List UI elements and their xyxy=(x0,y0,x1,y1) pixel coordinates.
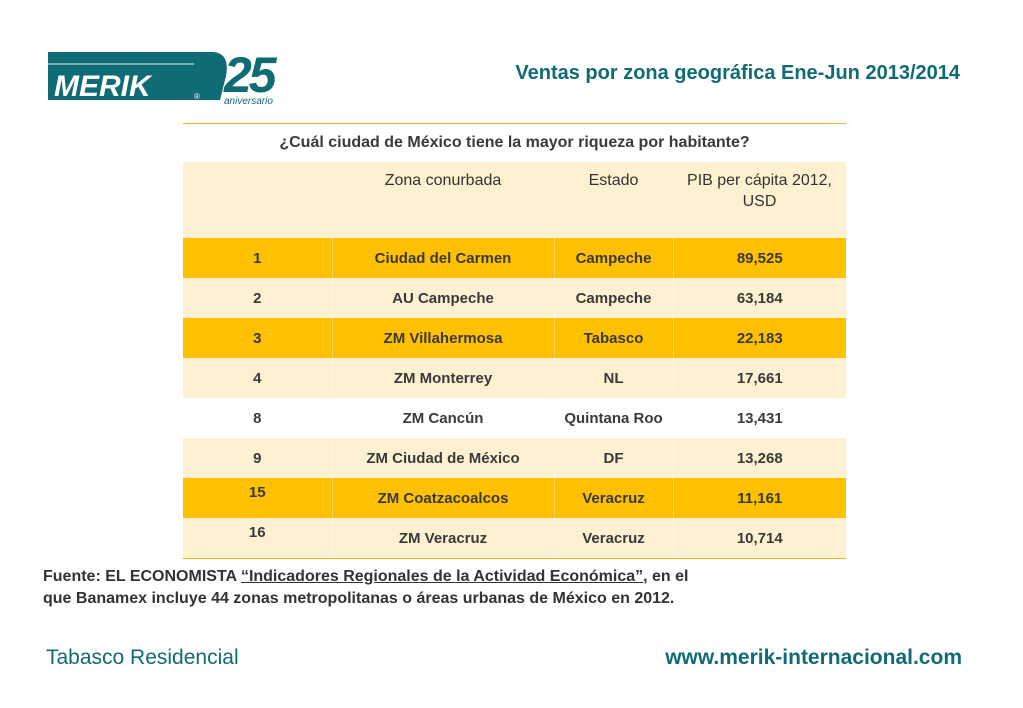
table-row: 16 ZM Veracruz Veracruz 10,714 xyxy=(183,518,847,559)
rank-cell: 15 xyxy=(183,478,333,518)
rank-cell: 2 xyxy=(183,278,333,318)
zona-cell: ZM Monterrey xyxy=(332,358,555,398)
table-row: 8 ZM Cancún Quintana Roo 13,431 xyxy=(183,398,847,438)
pib-cell: 13,431 xyxy=(673,398,847,438)
estado-cell: Campeche xyxy=(554,278,674,318)
logo-brand-text: MERIK xyxy=(54,70,153,103)
pib-cell: 89,525 xyxy=(673,238,847,278)
source-prefix: Fuente: EL ECONOMISTA xyxy=(43,568,241,585)
footer-website-link[interactable]: www.merik-internacional.com xyxy=(665,646,962,669)
page-title: Ventas por zona geográfica Ene-Jun 2013/… xyxy=(515,62,960,84)
zona-cell: AU Campeche xyxy=(332,278,555,318)
estado-cell: Tabasco xyxy=(554,318,674,358)
source-note: Fuente: EL ECONOMISTA “Indicadores Regio… xyxy=(43,566,703,610)
estado-cell: NL xyxy=(554,358,674,398)
zona-cell: ZM Ciudad de México xyxy=(332,438,555,478)
table-row: 9 ZM Ciudad de México DF 13,268 xyxy=(183,438,847,478)
merik-25-aniversario-logo: MERIK ® 25 aniversario xyxy=(44,44,294,108)
zona-cell: Ciudad del Carmen xyxy=(332,238,555,278)
zona-cell: ZM Villahermosa xyxy=(332,318,555,358)
pib-cell: 13,268 xyxy=(673,438,847,478)
estado-cell: Veracruz xyxy=(554,518,674,559)
estado-cell: Veracruz xyxy=(554,478,674,518)
gdp-ranking-table-container: ¿Cuál ciudad de México tiene la mayor ri… xyxy=(183,123,847,559)
logo-anniversary-word: aniversario xyxy=(224,96,273,107)
estado-cell: Campeche xyxy=(554,238,674,278)
logo-anniversary-number: 25 xyxy=(223,47,278,103)
table-row: 15 ZM Coatzacoalcos Veracruz 11,161 xyxy=(183,478,847,518)
pib-cell: 63,184 xyxy=(673,278,847,318)
table-caption: ¿Cuál ciudad de México tiene la mayor ri… xyxy=(183,123,847,162)
header-zona-conurbada: Zona conurbada xyxy=(332,162,554,238)
footer-company-name: Tabasco Residencial xyxy=(46,646,239,669)
pib-cell: 10,714 xyxy=(673,518,847,559)
header-estado: Estado xyxy=(554,162,673,238)
table-row: 1 Ciudad del Carmen Campeche 89,525 xyxy=(183,238,847,278)
table-caption-row: ¿Cuál ciudad de México tiene la mayor ri… xyxy=(183,123,847,162)
zona-cell: ZM Cancún xyxy=(332,398,555,438)
rank-cell: 4 xyxy=(183,358,333,398)
table-row: 2 AU Campeche Campeche 63,184 xyxy=(183,278,847,318)
rank-cell: 8 xyxy=(183,398,333,438)
rank-cell: 1 xyxy=(183,238,333,278)
pib-cell: 17,661 xyxy=(673,358,847,398)
pib-cell: 22,183 xyxy=(673,318,847,358)
rank-cell: 16 xyxy=(183,518,333,559)
table-row: 4 ZM Monterrey NL 17,661 xyxy=(183,358,847,398)
source-link[interactable]: “Indicadores Regionales de la Actividad … xyxy=(240,568,644,585)
gdp-ranking-table: ¿Cuál ciudad de México tiene la mayor ri… xyxy=(183,123,847,559)
zona-cell: ZM Coatzacoalcos xyxy=(332,478,555,518)
rank-cell: 3 xyxy=(183,318,333,358)
estado-cell: Quintana Roo xyxy=(554,398,674,438)
table-header-row: Zona conurbada Estado PIB per cápita 201… xyxy=(183,162,847,238)
table-row: 3 ZM Villahermosa Tabasco 22,183 xyxy=(183,318,847,358)
merik-logo-graphic: MERIK ® 25 aniversario xyxy=(48,47,281,107)
header-pib-per-capita: PIB per cápita 2012, USD xyxy=(673,162,847,238)
logo-registered-mark: ® xyxy=(194,92,200,101)
source-suffix: , en el que Banamex incluye 44 zonas met… xyxy=(43,568,689,607)
pib-cell: 11,161 xyxy=(673,478,847,518)
zona-cell: ZM Veracruz xyxy=(332,518,555,559)
header-rank xyxy=(183,162,332,238)
rank-cell: 9 xyxy=(183,438,333,478)
estado-cell: DF xyxy=(554,438,674,478)
